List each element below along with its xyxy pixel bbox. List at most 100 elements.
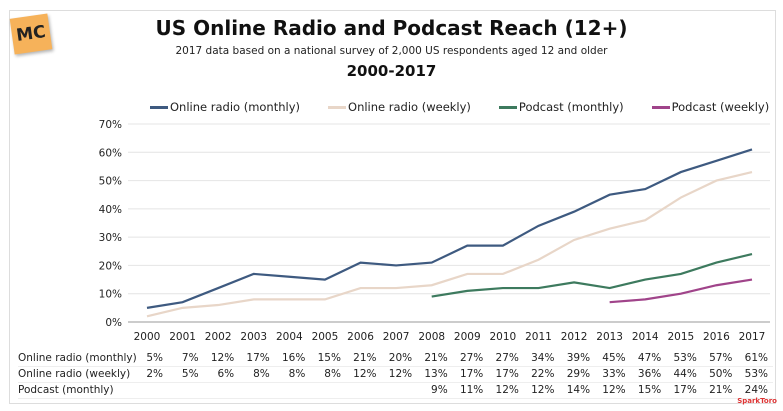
chart-subtitle: 2017 data based on a national survey of …: [175, 45, 608, 57]
y-tick-label: 40%: [99, 204, 122, 216]
table-cell: 15%: [637, 384, 662, 396]
table-cell: 12%: [353, 368, 377, 380]
x-tick-label: 2016: [703, 331, 730, 343]
table-cell: 24%: [744, 384, 768, 396]
x-tick-label: 2017: [739, 331, 766, 343]
y-tick-label: 0%: [105, 317, 122, 329]
y-tick-label: 20%: [99, 260, 122, 272]
legend-item: Podcast (monthly): [498, 100, 624, 114]
y-tick-label: 50%: [99, 176, 122, 188]
table-cell: 61%: [744, 352, 768, 364]
table-cell: 5%: [181, 368, 199, 380]
table-cell: 21%: [353, 352, 377, 364]
table-cell: 34%: [531, 352, 555, 364]
table-cell: 16%: [282, 352, 306, 364]
sparktoro-watermark: SparkToro: [737, 397, 777, 405]
table-cell: 8%: [324, 368, 341, 380]
table-row: Online radio (monthly) 5% 7% 12% 17% 16% 15% 21…: [18, 350, 773, 367]
table-cell: 44%: [673, 368, 697, 380]
legend-item: Online radio (weekly): [328, 100, 471, 114]
table-cell: 36%: [637, 368, 662, 380]
x-tick-label: 2007: [383, 331, 410, 343]
table-cell: 17%: [246, 352, 270, 364]
table-cell: 17%: [495, 368, 519, 380]
legend-label: Online radio (weekly): [348, 100, 471, 114]
row-label: Online radio (monthly): [18, 352, 137, 364]
x-tick-label: 2015: [667, 331, 694, 343]
table-cell: 12%: [388, 368, 413, 380]
legend-item: Podcast (weekly): [651, 100, 770, 114]
table-cell: 22%: [531, 368, 555, 380]
table-cell: 27%: [459, 352, 484, 364]
legend-label: Podcast (monthly): [518, 100, 624, 114]
legend-swatch: [328, 105, 347, 109]
table-cell: 21%: [709, 384, 733, 396]
row-label: Online radio (weekly): [18, 368, 131, 380]
table-row: Online radio (weekly) 2% 5% 6% 8% 8% 8% 12% 12% 1…: [18, 366, 773, 383]
table-cell: 47%: [637, 352, 662, 364]
table-cell: 6%: [217, 368, 235, 380]
x-tick-label: 2011: [525, 331, 552, 343]
table-cell: 11%: [459, 384, 484, 396]
y-tick-label: 70%: [99, 119, 122, 131]
table-cell: 15%: [317, 352, 341, 364]
table-row: Podcast (monthly) 9% 11% 12% 12% 14% 12% 15% 17%…: [18, 382, 773, 399]
table-cell: 7%: [181, 352, 199, 364]
table-cell: 9%: [431, 384, 448, 396]
x-tick-label: 2010: [490, 331, 517, 343]
table-cell: 12%: [531, 384, 555, 396]
table-cell: 45%: [602, 352, 626, 364]
x-tick-label: 2003: [240, 331, 267, 343]
table-cell: 12%: [210, 352, 235, 364]
x-tick-label: 2012: [561, 331, 588, 343]
x-tick-label: 2000: [134, 331, 161, 343]
x-tick-label: 2014: [632, 331, 659, 343]
y-tick-label: 10%: [99, 289, 122, 301]
x-tick-label: 2006: [347, 331, 374, 343]
table-cell: 27%: [495, 352, 519, 364]
x-tick-label: 2008: [418, 331, 445, 343]
row-label: Podcast (monthly): [18, 384, 114, 396]
x-tick-label: 2002: [205, 331, 232, 343]
x-tick-label: 2001: [169, 331, 196, 343]
series-line: [431, 253, 753, 298]
legend: Online radio (monthly) Online radio (week…: [150, 100, 769, 114]
table-cell: 33%: [602, 368, 626, 380]
table-cell: 21%: [424, 352, 448, 364]
table-cell: 2%: [146, 368, 163, 380]
table-cell: 8%: [288, 368, 306, 380]
table-cell: 50%: [709, 368, 733, 380]
table-cell: 57%: [709, 352, 733, 364]
legend-swatch: [651, 105, 670, 109]
x-tick-label: 2005: [312, 331, 339, 343]
table-cell: 5%: [146, 352, 163, 364]
table-cell: 13%: [424, 368, 448, 380]
table-cell: 20%: [388, 352, 413, 364]
table-cell: 17%: [459, 368, 484, 380]
table-cell: 29%: [566, 368, 591, 380]
y-tick-label: 30%: [99, 232, 122, 244]
y-tick-label: 60%: [99, 147, 122, 159]
table-cell: 14%: [566, 384, 591, 396]
series-line: [146, 171, 753, 318]
table-cell: 17%: [673, 384, 697, 396]
chart-frame: [9, 10, 776, 404]
table-cell: 8%: [253, 368, 270, 380]
legend-swatch: [150, 105, 168, 109]
legend-item: Online radio (monthly): [150, 100, 300, 114]
chart-year-range: 2000-2017: [346, 62, 437, 80]
table-cell: 53%: [673, 352, 697, 364]
x-tick-label: 2004: [276, 331, 303, 343]
table-cell: 39%: [566, 352, 591, 364]
legend-swatch: [498, 105, 517, 109]
x-tick-label: 2009: [454, 331, 481, 343]
table-cell: 12%: [602, 384, 626, 396]
legend-label: Online radio (monthly): [170, 100, 301, 114]
table-cell: 12%: [495, 384, 519, 396]
x-tick-label: 2013: [596, 331, 623, 343]
chart-title: US Online Radio and Podcast Reach (12+): [155, 16, 628, 40]
table-cell: 53%: [744, 368, 768, 380]
series-line: [146, 148, 753, 309]
legend-label: Podcast (weekly): [671, 100, 770, 114]
